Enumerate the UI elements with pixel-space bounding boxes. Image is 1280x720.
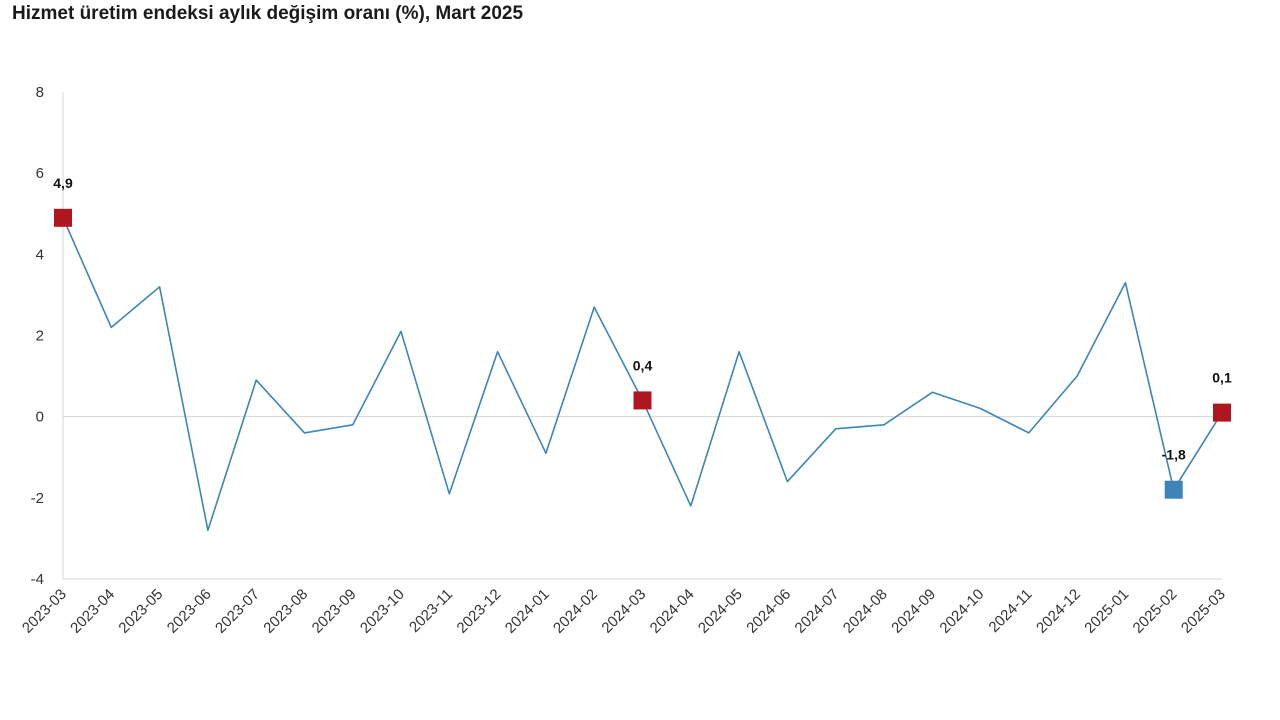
x-tick-label: 2024-05 <box>695 586 746 637</box>
x-tick-label: 2024-10 <box>936 586 987 637</box>
x-tick-label: 2023-06 <box>164 586 215 637</box>
y-tick-label: 0 <box>36 409 44 426</box>
x-tick-label: 2025-02 <box>1130 586 1181 637</box>
x-tick-label: 2024-06 <box>743 586 794 637</box>
highlight-marker <box>1213 403 1231 422</box>
x-tick-label: 2024-11 <box>986 586 1036 636</box>
series-line <box>62 217 1223 532</box>
highlight-marker <box>1164 480 1183 499</box>
highlight-marker <box>633 391 652 410</box>
x-tick-label: 2025-03 <box>1178 586 1229 637</box>
x-tick-label: 2023-10 <box>357 586 408 637</box>
x-tick-label: 2024-09 <box>888 586 939 637</box>
x-tick-label: 2025-01 <box>1081 586 1132 637</box>
highlight-marker <box>54 208 72 227</box>
x-tick-label: 2023-04 <box>67 586 118 637</box>
y-tick-label: 4 <box>36 246 44 263</box>
x-tick-label: 2024-07 <box>792 586 843 637</box>
x-tick-label: 2023-12 <box>453 586 504 637</box>
y-tick-label: -4 <box>31 571 44 588</box>
x-tick-label: 2023-03 <box>19 586 70 637</box>
x-tick-label: 2024-02 <box>550 586 601 637</box>
x-tick-label: 2023-07 <box>212 586 263 637</box>
x-tick-label: 2024-01 <box>502 586 553 637</box>
data-label: 0,4 <box>633 357 653 373</box>
y-tick-label: 6 <box>36 165 44 182</box>
x-tick-label: 2023-11 <box>406 586 456 636</box>
x-tick-label: 2023-09 <box>309 586 360 637</box>
x-tick-label: 2023-05 <box>115 586 166 637</box>
chart-title: Hizmet üretim endeksi aylık değişim oran… <box>12 3 524 24</box>
x-tick-label: 2023-08 <box>260 586 311 637</box>
x-tick-label: 2024-03 <box>598 586 649 637</box>
y-tick-label: 2 <box>36 328 44 345</box>
data-label: 0,1 <box>1212 370 1232 386</box>
y-tick-label: 8 <box>36 84 44 101</box>
y-tick-label: -2 <box>31 490 44 507</box>
x-tick-label: 2024-04 <box>647 586 698 637</box>
data-label: 4,9 <box>53 175 73 191</box>
x-tick-label: 2024-12 <box>1033 586 1084 637</box>
x-tick-label: 2024-08 <box>840 586 891 637</box>
data-label: -1,8 <box>1162 447 1186 463</box>
